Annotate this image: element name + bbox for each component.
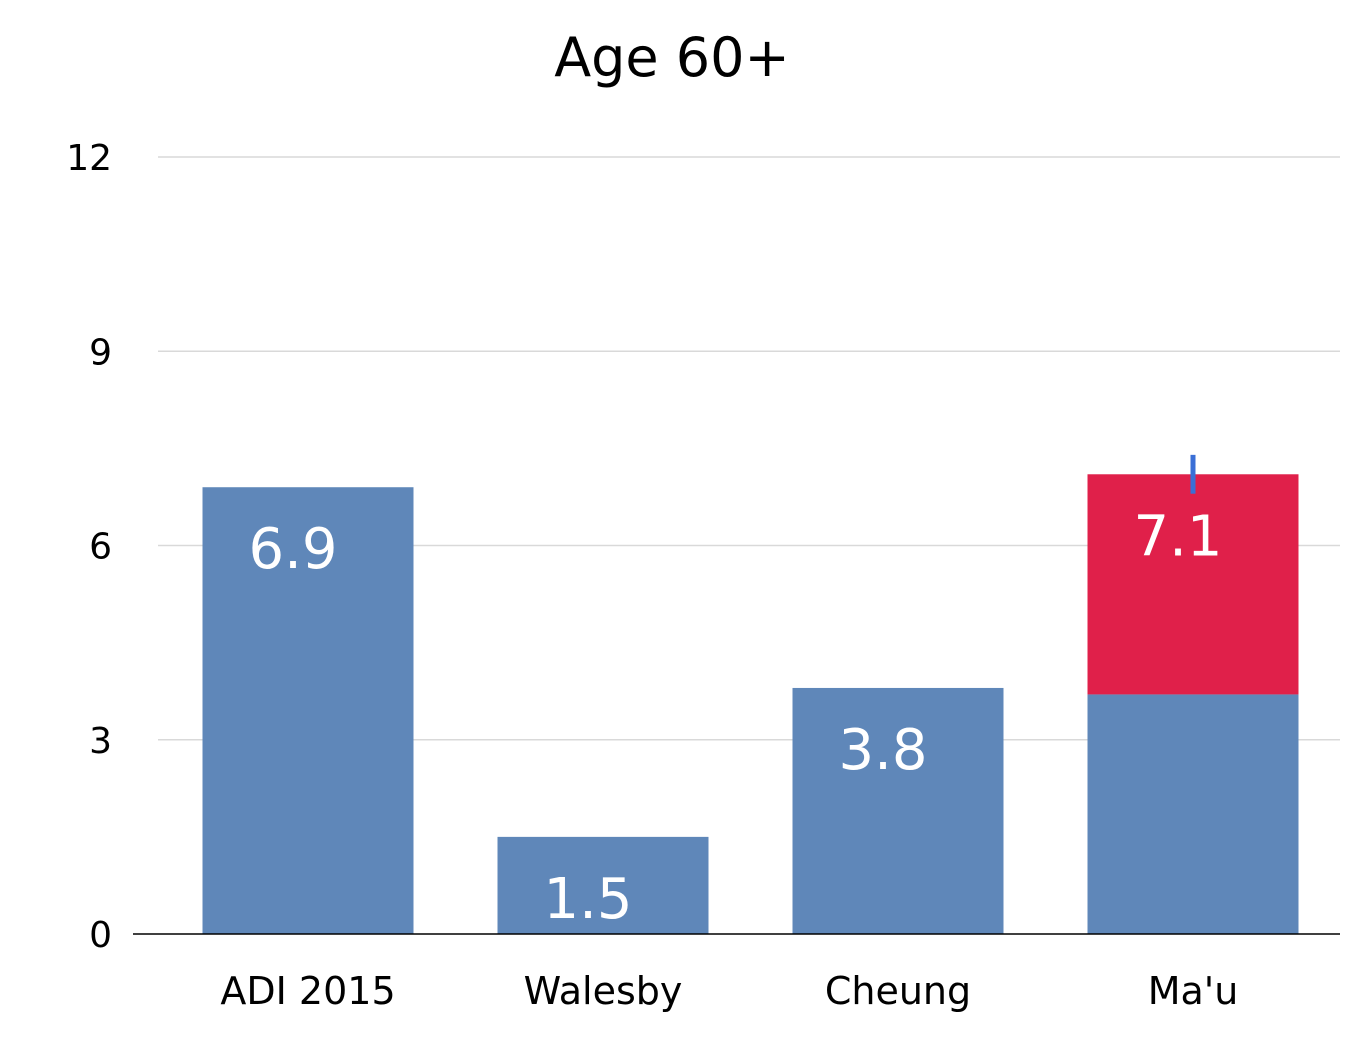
data-label: 7.1 [1133,504,1222,569]
data-label: 6.9 [248,517,337,582]
y-tick-label: 12 [66,138,112,179]
y-tick-label: 9 [89,332,112,373]
bar-ma-u-segment-0 [1087,694,1299,934]
bars [202,474,1299,934]
x-category-label: Ma'u [1148,969,1239,1013]
chart-title: Age 60+ [554,26,790,89]
x-category-label: Walesby [524,969,683,1013]
x-axis-categories: ADI 2015 Walesby Cheung Ma'u [220,969,1238,1013]
data-labels: 6.9 1.5 3.8 7.1 [248,504,1222,932]
y-axis-ticks: 0 3 6 9 12 [66,138,112,956]
x-category-label: Cheung [825,969,971,1013]
bar-adi-2015-segment-0 [202,487,414,934]
data-label: 3.8 [838,718,927,783]
y-tick-label: 6 [89,527,112,568]
y-tick-label: 0 [89,915,112,956]
data-label: 1.5 [543,867,632,932]
x-category-label: ADI 2015 [220,969,395,1013]
bar-ma-u-segment-1 [1087,474,1299,695]
bar-cheung-segment-0 [792,687,1004,934]
bar-walesby-segment-0 [497,836,709,934]
y-tick-label: 3 [89,721,112,762]
